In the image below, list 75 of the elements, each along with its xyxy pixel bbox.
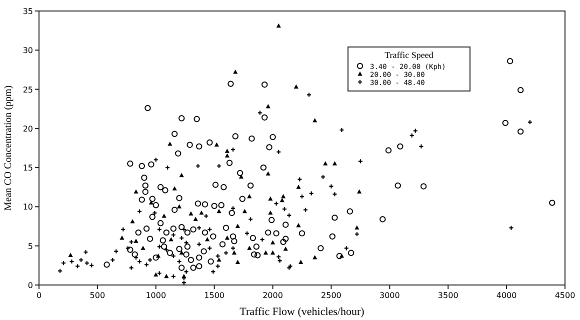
x-tick-label: 0 [36, 291, 42, 300]
point [148, 200, 154, 204]
point [140, 246, 146, 250]
point [134, 189, 138, 194]
x-tick-label: 4000 [496, 291, 517, 300]
point [188, 211, 194, 216]
point [232, 250, 237, 255]
point [224, 148, 230, 153]
point [270, 240, 276, 244]
x-tick-label: 500 [90, 291, 106, 300]
point [323, 161, 328, 166]
point [312, 118, 318, 122]
y-tick-label: 35 [22, 7, 33, 16]
x-tick-label: 1500 [204, 291, 225, 300]
point [216, 208, 222, 214]
point [68, 252, 73, 257]
point [356, 189, 362, 194]
y-tick-label: 15 [22, 164, 33, 173]
point [214, 142, 219, 147]
point [266, 104, 270, 108]
x-tick-label: 3500 [438, 291, 458, 300]
point [176, 204, 182, 208]
point [266, 171, 270, 176]
point [235, 224, 240, 228]
point [270, 250, 276, 255]
point [156, 254, 161, 258]
point [296, 184, 301, 189]
x-tick-label: 4500 [554, 291, 576, 300]
point [354, 225, 360, 230]
x-tick-label: 3000 [379, 291, 400, 300]
point [268, 196, 273, 201]
y-tick-label: 5 [28, 242, 33, 251]
point [179, 250, 184, 255]
point [224, 236, 230, 240]
y-tick-label: 20 [22, 124, 33, 134]
point [294, 84, 298, 89]
point [339, 254, 344, 258]
point [247, 246, 252, 250]
point [162, 214, 166, 218]
y-tick-label: 0 [28, 281, 33, 290]
point [216, 257, 222, 262]
point [332, 161, 338, 166]
point [233, 70, 238, 74]
y-tick-label: 25 [22, 85, 33, 94]
point [280, 198, 284, 202]
x-tick-label: 2500 [321, 291, 342, 300]
point [130, 219, 135, 224]
point [242, 208, 248, 214]
point [172, 186, 177, 190]
point [263, 250, 268, 255]
point [205, 237, 210, 242]
point [134, 238, 138, 243]
x-axis-title: Traffic Flow (vehicles/hour) [240, 306, 365, 318]
y-tick-label: 10 [22, 202, 33, 212]
point [164, 274, 169, 278]
point [276, 23, 281, 28]
point [168, 237, 174, 242]
point [193, 216, 198, 221]
point [154, 272, 158, 277]
point [238, 174, 244, 179]
point [224, 153, 230, 158]
point [283, 246, 288, 251]
point [268, 210, 273, 215]
point [179, 172, 184, 178]
point [312, 255, 318, 260]
point [168, 142, 172, 146]
point [235, 260, 240, 264]
x-tick-label: 2000 [262, 291, 283, 300]
x-tick-label: 1000 [146, 291, 166, 300]
point [199, 210, 204, 215]
y-axis-title: Mean CO Concentration (ppm) [3, 85, 14, 211]
y-tick-label: 30 [22, 46, 33, 56]
legend-title: Traffic Speed [384, 50, 434, 60]
point [247, 194, 252, 198]
point [298, 260, 304, 264]
